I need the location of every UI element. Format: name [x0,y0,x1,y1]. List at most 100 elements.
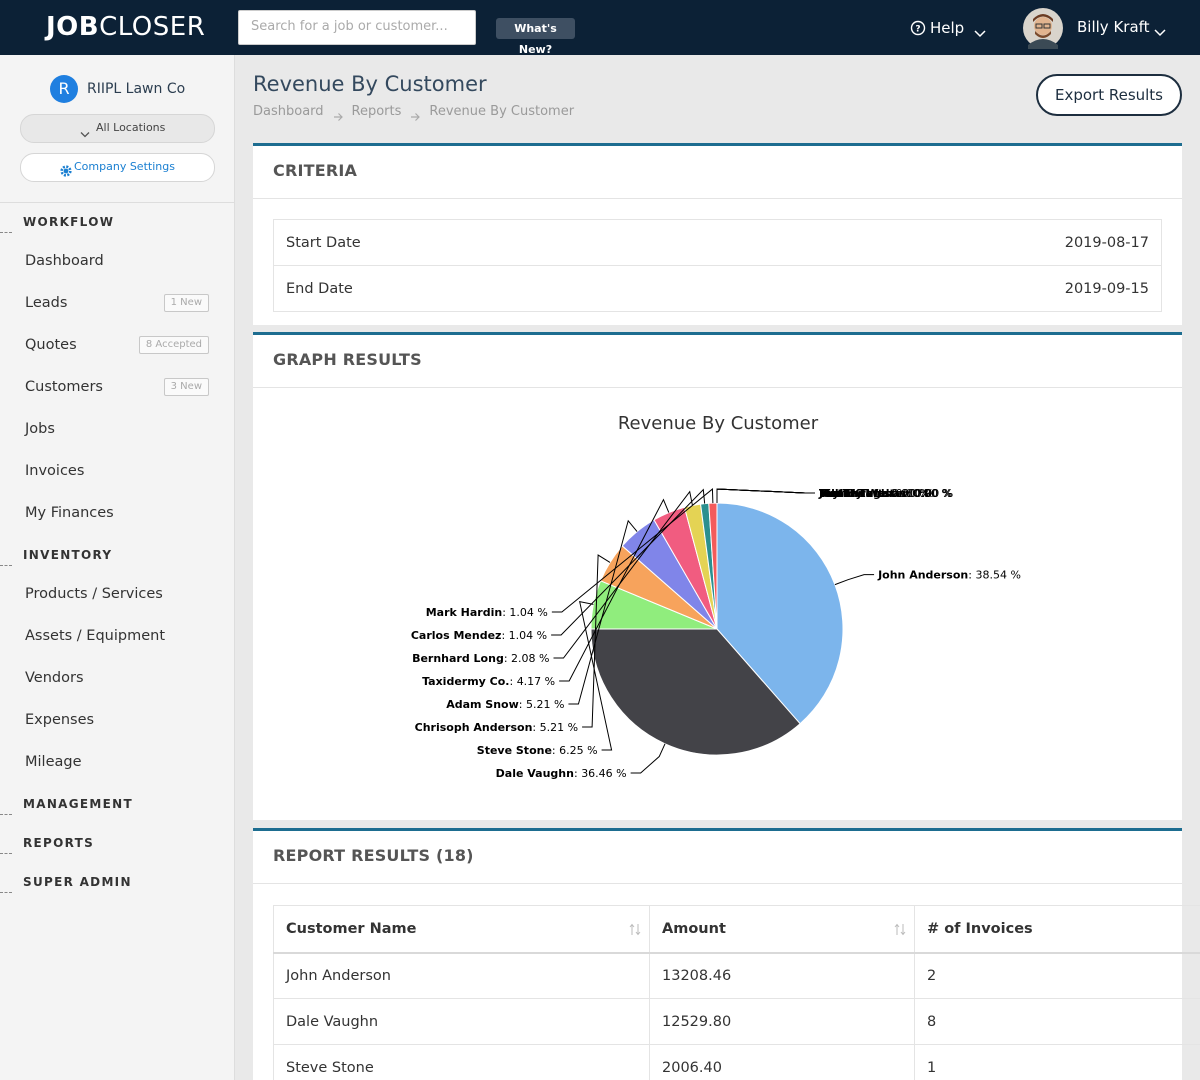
nav-item[interactable]: Customers [25,379,103,395]
report-cell: 13208.46 [649,952,915,999]
nav-item[interactable]: Expenses [25,712,95,728]
label-value: 1.04 % [509,629,547,642]
criteria-value: 2019-08-17 [1064,234,1149,251]
label-separator: : [574,767,581,780]
sort-icon-svg [894,923,906,936]
panel-heading: GRAPH RESULTS [273,350,422,369]
criteria-label: Start Date [286,234,361,251]
label-separator: : [504,652,511,665]
sidebar-divider [0,202,235,203]
section-dash-svg [0,892,12,893]
breadcrumb-arrow-svg [411,113,421,121]
nav-item[interactable]: Quotes [25,337,77,353]
label-value: 5.21 % [540,721,578,734]
sort-icon [894,923,906,940]
nav-item[interactable]: Jobs [25,421,55,437]
label-value: 0.00 % [890,487,928,500]
section-dash [0,220,14,239]
panel-divider [253,387,1182,388]
panel-divider [253,883,1182,884]
locations-dropdown[interactable]: All Locations [20,114,215,143]
label-separator: : [552,744,559,757]
label-separator: : [509,675,516,688]
data-label: Matt Kraft: 0.00 % [819,487,929,500]
label-value: 6.25 % [559,744,597,757]
label-name: Adam Snow [446,698,519,711]
breadcrumb[interactable]: Dashboard [253,104,324,119]
section-title[interactable]: SUPER ADMIN [23,875,132,889]
label-value: 1.04 % [509,606,547,619]
label-separator: : [532,721,539,734]
criteria-row: Start Date 2019-08-17 [273,220,1162,266]
label-connector [579,601,613,751]
settings-gear [60,162,72,181]
data-label: Taylor Teel: 0.00 % [819,487,930,500]
data-label: Adam Snow: 5.21 % [446,698,564,711]
breadcrumb-arrow [333,107,344,126]
nav-item[interactable]: My Finances [25,505,114,521]
help-icon: ? [910,20,926,40]
criteria-table: Start Date 2019-08-17 End Date 2019-09-15 [273,219,1162,312]
panel: REPORT RESULTS (18) Customer Name Amount # … [253,828,1200,1080]
search-input[interactable]: Search for a job or customer... [238,10,476,45]
nav-item[interactable]: Invoices [25,463,85,479]
column-header[interactable]: Amount [649,905,915,953]
label-name: John Anderson [877,569,968,582]
label-separator: : [885,487,892,500]
label-separator: : [502,606,509,619]
section-title[interactable]: WORKFLOW [23,215,115,229]
nav-item[interactable]: Mileage [25,754,82,770]
report-cell: Dale Vaughn [273,998,650,1045]
data-label: Chrisoph Anderson: 5.21 % [415,721,578,734]
user-menu[interactable]: Billy Kraft [1020,5,1180,51]
column-header[interactable]: # of Invoices [914,905,1200,953]
nav-item[interactable]: Leads [25,295,68,311]
data-label: Bernhard Long: 2.08 % [412,652,549,665]
export-button[interactable]: Export Results [1036,74,1182,116]
label-name: Justin Thomas [818,487,907,500]
breadcrumb: Revenue By Customer [429,104,575,119]
logo-bold: JOB [46,12,100,42]
sort-icon [629,923,641,940]
label-value: 0.00 % [914,487,952,500]
section-title[interactable]: REPORTS [23,836,95,850]
column-header[interactable]: Customer Name [273,905,650,953]
locations-chevron [80,124,90,143]
label-separator: : [906,487,913,500]
label-connector [559,498,670,682]
nav-badge: 1 New [163,294,209,312]
nav-item[interactable]: Assets / Equipment [25,628,166,644]
label-name: Tommy Walter [819,487,908,500]
breadcrumb-arrow [410,107,421,126]
help-menu[interactable]: ? Help [908,16,988,40]
whats-new-button[interactable]: What's New? [496,18,575,56]
nav-item[interactable]: Dashboard [25,253,104,269]
nav-item[interactable]: Vendors [25,670,84,686]
logo[interactable]: JOBCLOSER [46,10,205,44]
data-label: John Anderson: 38.54 % [877,569,1021,582]
nav-item[interactable]: Products / Services [25,586,163,602]
report-cell: 2 [914,952,1200,999]
report-cell: John Anderson [273,952,650,999]
nav-badge: 3 New [163,378,209,396]
breadcrumb[interactable]: Reports [351,104,402,119]
help-chevron-svg [974,30,986,38]
section-title[interactable]: MANAGEMENT [23,797,133,811]
data-label: Mark Hardin: 1.04 % [426,606,548,619]
page-title: Revenue By Customer [253,72,487,96]
chart-title: Revenue By Customer [618,413,819,434]
user-chevron-svg [1154,29,1166,37]
data-label: Tim Ortega: 0.00 % [819,487,934,500]
company[interactable]: R RIIPL Lawn Co [50,75,210,103]
report-cell: 1 [914,1044,1200,1080]
locations-label: All Locations [96,121,166,134]
label-connector [716,488,815,503]
label-separator: : [908,487,915,500]
label-name: Dale Vaughn [496,767,574,780]
section-title[interactable]: INVENTORY [23,548,113,562]
section-dash [0,841,14,860]
user-name: Billy Kraft [1077,18,1150,36]
company-settings-button[interactable]: Company Settings [20,153,215,182]
data-label: Dale Vaughn: 36.46 % [496,767,627,780]
label-name: Mark Hardin [426,606,502,619]
